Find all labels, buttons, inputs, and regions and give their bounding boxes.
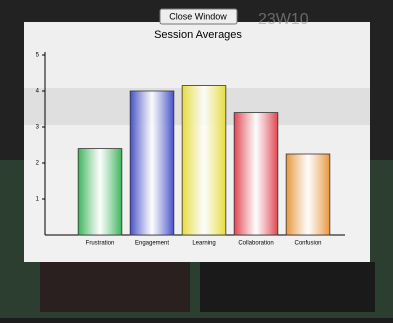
x-tick-label: Learning: [192, 241, 215, 247]
x-tick-label: Frustration: [86, 241, 115, 247]
bar: [182, 86, 226, 235]
bar: [234, 113, 278, 235]
screen: 23W10 Close Window Session Averages 1234…: [0, 0, 393, 318]
x-tick-label: Engagement: [135, 241, 169, 247]
video-tile: [200, 262, 375, 312]
x-tick-label: Confusion: [294, 241, 321, 247]
bar: [286, 154, 330, 235]
chart-title: Session Averages: [154, 29, 242, 41]
close-button-label[interactable]: Close Window: [169, 11, 227, 21]
background-label: 23W10: [258, 11, 309, 28]
bar: [78, 149, 122, 235]
video-tile: [40, 262, 190, 312]
x-tick-label: Collaboration: [238, 241, 273, 247]
bar: [130, 91, 174, 235]
page: 23W10 Close Window Session Averages 1234…: [0, 0, 393, 318]
